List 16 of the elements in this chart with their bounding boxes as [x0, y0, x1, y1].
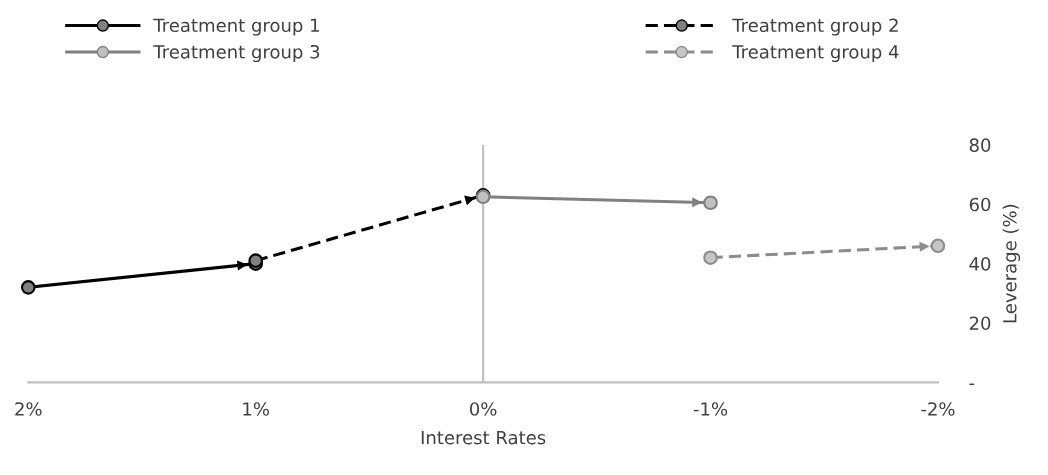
y-tick-label: 80 [969, 138, 991, 152]
x-tick-label: 1% [243, 402, 270, 416]
legend-label: Treatment group 4 [732, 45, 899, 63]
x-tick-label: -2% [921, 402, 955, 416]
legend-label: Treatment group 2 [732, 18, 898, 36]
x-tick-label: -1% [693, 402, 728, 416]
y-axis-title: Leverage (%) [1002, 204, 1021, 323]
y-tick-label: - [969, 383, 975, 386]
y-tick-label: 20 [969, 316, 991, 331]
x-tick-label: 0% [470, 402, 497, 416]
x-axis-title: Interest Rates [421, 430, 546, 445]
y-tick-label: 60 [969, 197, 991, 212]
legend-label: Treatment group 1 [153, 18, 319, 36]
y-tick-label: 40 [969, 257, 991, 271]
legend-label: Treatment group 3 [153, 44, 320, 63]
x-tick-label: 2% [15, 402, 42, 416]
